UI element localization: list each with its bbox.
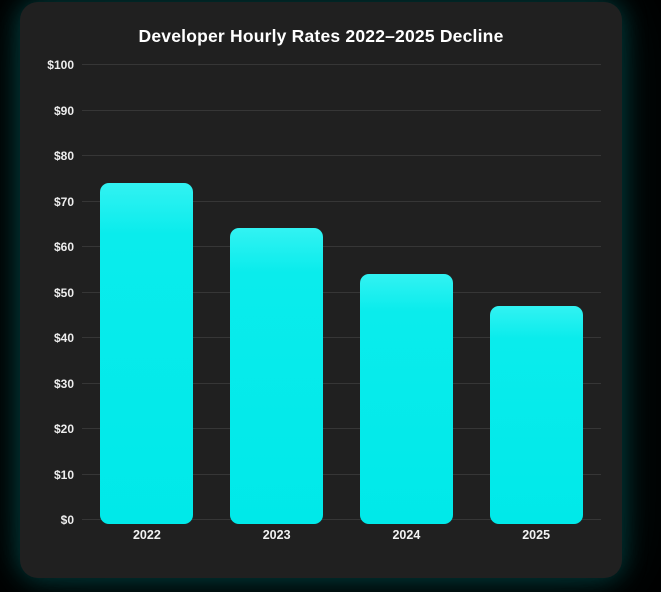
x-axis-tick-label: 2024 — [392, 528, 421, 542]
chart-title: Developer Hourly Rates 2022–2025 Decline — [138, 26, 504, 46]
y-axis-tick-label: $80 — [53, 149, 74, 163]
gridline — [82, 246, 601, 247]
bar-slot — [212, 65, 342, 524]
bar-2023 — [230, 228, 324, 524]
gridline — [82, 519, 601, 520]
bar-slot — [471, 65, 601, 524]
bar-2022 — [100, 182, 194, 524]
y-axis-labels: $0 $10 $20 $30 $40 $50 $60 $70 $80 $90 $100 — [20, 58, 74, 527]
gridline — [82, 382, 601, 384]
y-axis-tick-label: $70 — [53, 194, 74, 209]
gridline — [82, 337, 601, 338]
gridline — [82, 473, 601, 475]
bars-row — [82, 65, 601, 524]
y-axis-tick-label: $90 — [53, 103, 74, 118]
gridline — [82, 109, 601, 111]
gridline — [82, 291, 601, 293]
chart-panel: Developer Hourly Rates 2022–2025 Decline… — [20, 2, 622, 578]
y-axis-tick-label: $0 — [60, 513, 74, 527]
x-axis-tick-label: 2025 — [522, 528, 551, 542]
gridline — [82, 155, 601, 156]
bar-2025 — [489, 305, 583, 524]
y-axis-tick-label: $20 — [53, 422, 74, 436]
y-axis-tick-label: $50 — [53, 285, 74, 300]
x-axis-tick-label: 2022 — [132, 528, 161, 542]
y-axis-tick-label: $100 — [47, 58, 74, 72]
gridline — [82, 64, 601, 65]
y-axis-tick-label: $40 — [53, 331, 74, 345]
bar-2024 — [359, 273, 453, 524]
gridline — [82, 200, 601, 202]
bar-slot — [342, 65, 472, 524]
plot-area — [82, 64, 601, 524]
y-axis-tick-label: $60 — [53, 240, 74, 254]
bar-slot — [82, 65, 212, 524]
x-axis-labels: 2022 2023 2024 2025 — [82, 528, 601, 542]
y-axis-tick-label: $30 — [53, 376, 74, 391]
x-axis-tick-label: 2023 — [262, 528, 291, 542]
y-axis-tick-label: $10 — [53, 467, 74, 482]
gridline — [82, 428, 601, 429]
